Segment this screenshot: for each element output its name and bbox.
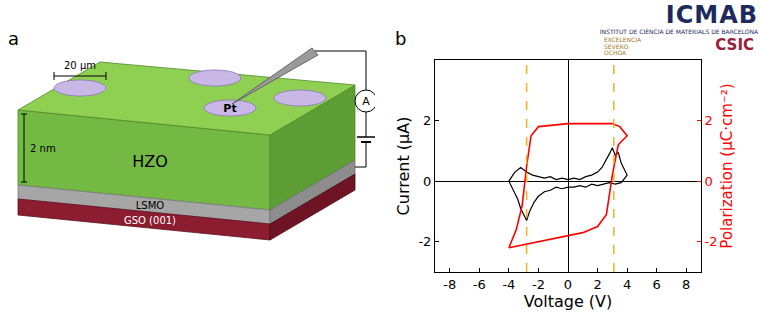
- html-text:OCHOA: OCHOA: [604, 49, 627, 56]
- svg-text:Voltage (V): Voltage (V): [524, 292, 613, 311]
- svg-text:2: 2: [423, 113, 431, 128]
- svg-text:Pt: Pt: [223, 102, 236, 115]
- svg-text:-8: -8: [443, 277, 456, 292]
- html-text:ICMAB: ICMAB: [665, 1, 758, 29]
- html-text:EXCELENCIA: EXCELENCIA: [604, 36, 642, 43]
- svg-text:6: 6: [653, 277, 661, 292]
- svg-text:Polarization (μC·cm⁻²): Polarization (μC·cm⁻²): [718, 83, 736, 248]
- svg-text:A: A: [362, 95, 370, 108]
- svg-text:-2: -2: [532, 277, 545, 292]
- svg-text:-2: -2: [418, 234, 431, 249]
- html-text:b: b: [395, 28, 407, 49]
- svg-text:20 μm: 20 μm: [64, 60, 96, 71]
- svg-text:4: 4: [623, 277, 631, 292]
- svg-text:2: 2: [705, 113, 713, 128]
- svg-text:Current (μA): Current (μA): [394, 117, 413, 216]
- svg-text:8: 8: [682, 277, 690, 292]
- svg-text:-2: -2: [705, 234, 718, 249]
- html-text:CSIC: CSIC: [715, 36, 754, 54]
- svg-text:GSO (001): GSO (001): [124, 215, 176, 226]
- html-text:a: a: [8, 28, 19, 49]
- html-text:INSTITUT DE CIÈNCIA DE MATERIA: INSTITUT DE CIÈNCIA DE MATERIALS DE BARC…: [599, 28, 758, 35]
- svg-text:0: 0: [705, 174, 713, 189]
- svg-text:HZO: HZO: [132, 152, 168, 171]
- svg-text:LSMO: LSMO: [136, 200, 165, 211]
- svg-text:2 nm: 2 nm: [30, 143, 56, 154]
- svg-text:0: 0: [564, 277, 572, 292]
- svg-text:-4: -4: [502, 277, 515, 292]
- svg-text:0: 0: [423, 174, 431, 189]
- html-text:SEVERO: SEVERO: [604, 42, 629, 50]
- svg-text:-6: -6: [473, 277, 486, 292]
- svg-text:2: 2: [593, 277, 601, 292]
